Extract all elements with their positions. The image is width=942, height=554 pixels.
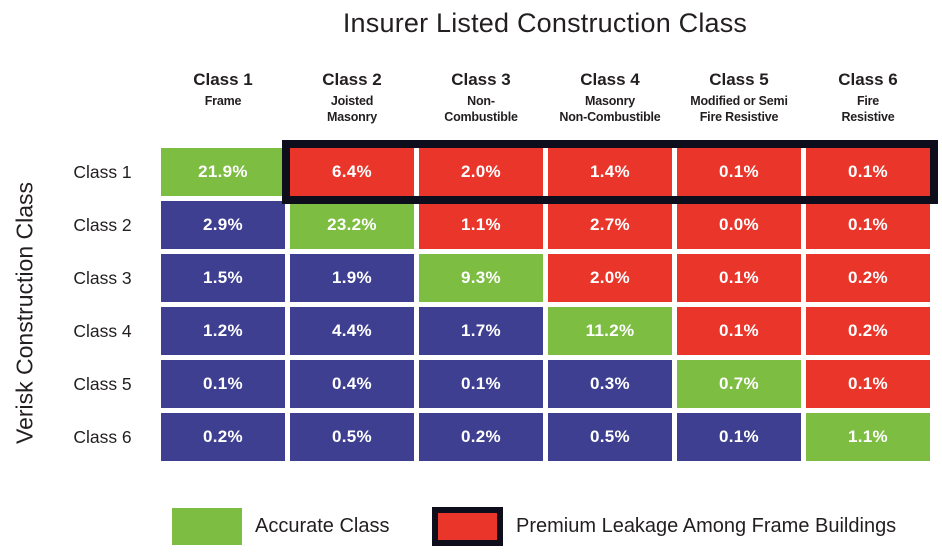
- row-label-2: Class 2: [73, 214, 132, 235]
- column-sublabel: Frame: [204, 94, 242, 108]
- matrix-cell-r5-c3: 0.1%: [419, 360, 543, 408]
- column-sublabel: Joisted Masonry: [326, 94, 377, 125]
- row-label-3: Class 3: [73, 267, 132, 288]
- legend-label-premium-leakage: Premium Leakage Among Frame Buildings: [516, 515, 897, 537]
- column-class-label: Class 4: [580, 70, 640, 89]
- column-sublabel: Masonry Non-Combustible: [559, 94, 661, 125]
- matrix-cell-r2-c3: 1.1%: [419, 201, 543, 249]
- accurate-class-swatch: [172, 508, 242, 545]
- matrix-cell-r6-c4: 0.5%: [548, 413, 672, 461]
- row-label-1: Class 1: [73, 161, 132, 182]
- column-header-5: Class 5 Modified or Semi Fire Resistive: [677, 70, 801, 126]
- row-label-4: Class 4: [73, 320, 132, 341]
- column-header-1: Class 1 Frame: [161, 70, 285, 126]
- matrix-cell-r3-c6: 0.2%: [806, 254, 930, 302]
- row-labels: Class 1 Class 2 Class 3 Class 4 Class 5 Class…: [55, 148, 150, 461]
- matrix-cell-r5-c6: 0.1%: [806, 360, 930, 408]
- matrix-cell-r4-c6: 0.2%: [806, 307, 930, 355]
- matrix-cell-r5-c4: 0.3%: [548, 360, 672, 408]
- matrix-cell-r3-c3: 9.3%: [419, 254, 543, 302]
- matrix-cell-r4-c1: 1.2%: [161, 307, 285, 355]
- premium-leakage-swatch: [432, 507, 503, 546]
- matrix-cell-r5-c5: 0.7%: [677, 360, 801, 408]
- legend-label-accurate-class: Accurate Class: [255, 515, 390, 537]
- matrix-cell-r3-c1: 1.5%: [161, 254, 285, 302]
- matrix-grid: 21.9% 6.4% 2.0% 1.4% 0.1% 0.1% 2.9% 23.2% 1.1% 2.…: [161, 148, 930, 461]
- matrix-cell-r4-c3: 1.7%: [419, 307, 543, 355]
- matrix-cell-r1-c2: 6.4%: [290, 148, 414, 196]
- matrix-cell-r2-c2: 23.2%: [290, 201, 414, 249]
- column-header-4: Class 4 Masonry Non-Combustible: [548, 70, 672, 126]
- row-label-6: Class 6: [73, 426, 132, 447]
- column-header-3: Class 3 Non- Combustible: [419, 70, 543, 126]
- matrix-cell-r3-c5: 0.1%: [677, 254, 801, 302]
- matrix-cell-r6-c6: 1.1%: [806, 413, 930, 461]
- column-class-label: Class 3: [451, 70, 511, 89]
- matrix-cell-r6-c3: 0.2%: [419, 413, 543, 461]
- matrix-cell-r2-c4: 2.7%: [548, 201, 672, 249]
- column-header-6: Class 6 Fire Resistive: [806, 70, 930, 126]
- matrix-cell-r3-c4: 2.0%: [548, 254, 672, 302]
- chart-title: Insurer Listed Construction Class: [342, 8, 748, 38]
- legend-item-premium-leakage: Premium Leakage Among Frame Buildings: [432, 507, 896, 546]
- column-headers: Class 1 Frame Class 2 Joisted Masonry Class …: [161, 70, 930, 126]
- column-class-label: Class 5: [709, 70, 769, 89]
- matrix-cell-r2-c5: 0.0%: [677, 201, 801, 249]
- matrix-cell-r4-c5: 0.1%: [677, 307, 801, 355]
- matrix-cell-r5-c1: 0.1%: [161, 360, 285, 408]
- matrix-cell-r6-c2: 0.5%: [290, 413, 414, 461]
- matrix-cell-r1-c1: 21.9%: [161, 148, 285, 196]
- matrix-cell-r6-c5: 0.1%: [677, 413, 801, 461]
- column-sublabel: Modified or Semi Fire Resistive: [690, 94, 788, 125]
- matrix-cell-r2-c6: 0.1%: [806, 201, 930, 249]
- legend-item-accurate-class: Accurate Class: [172, 508, 390, 545]
- matrix-cell-r5-c2: 0.4%: [290, 360, 414, 408]
- matrix-cell-r6-c1: 0.2%: [161, 413, 285, 461]
- y-axis-label: Verisk Construction Class: [11, 181, 38, 444]
- column-class-label: Class 1: [193, 70, 253, 89]
- column-sublabel: Fire Resistive: [841, 94, 895, 125]
- matrix-cell-r1-c4: 1.4%: [548, 148, 672, 196]
- matrix-cell-r2-c1: 2.9%: [161, 201, 285, 249]
- matrix-cell-r1-c5: 0.1%: [677, 148, 801, 196]
- column-header-2: Class 2 Joisted Masonry: [290, 70, 414, 126]
- matrix-cell-r4-c4: 11.2%: [548, 307, 672, 355]
- matrix-cell-r1-c6: 0.1%: [806, 148, 930, 196]
- column-class-label: Class 6: [838, 70, 898, 89]
- matrix-cell-r3-c2: 1.9%: [290, 254, 414, 302]
- column-sublabel: Non- Combustible: [444, 94, 518, 125]
- matrix-cell-r4-c2: 4.4%: [290, 307, 414, 355]
- matrix-cell-r1-c3: 2.0%: [419, 148, 543, 196]
- row-label-5: Class 5: [73, 373, 132, 394]
- column-class-label: Class 2: [322, 70, 382, 89]
